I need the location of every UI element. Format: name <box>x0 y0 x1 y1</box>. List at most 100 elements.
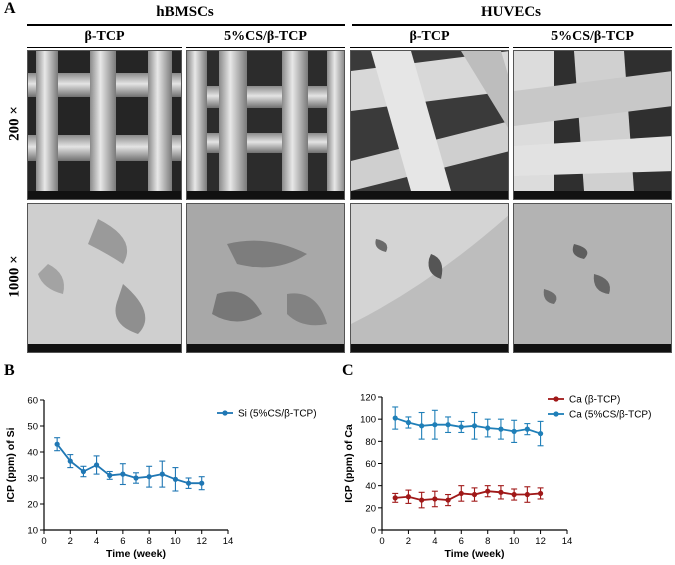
legend-swatch-marker <box>553 396 559 402</box>
y-tick-label: 50 <box>27 422 38 433</box>
y-axis-label: ICP (ppm) of Si <box>5 427 17 502</box>
data-point <box>485 425 491 431</box>
data-point <box>537 430 544 437</box>
data-point <box>445 422 451 428</box>
y-tick-label: 10 <box>27 526 38 537</box>
sem-image-hbmsc-tcp-200x <box>27 50 182 200</box>
y-tick-label: 30 <box>27 474 38 485</box>
x-axis-label: Time (week) <box>445 548 505 560</box>
data-point <box>511 428 517 434</box>
data-point <box>471 423 478 429</box>
legend-swatch-marker <box>222 410 228 416</box>
chart-ca-release: 0 2 4 6 8 10 12 14 0 20 40 60 80 100 120 Time (week) ICP… <box>343 393 651 561</box>
x-tick-label: 12 <box>535 536 546 547</box>
x-tick-label: 10 <box>170 536 181 547</box>
x-tick-label: 14 <box>223 536 234 547</box>
data-point <box>485 488 491 494</box>
data-point <box>93 462 100 468</box>
data-point <box>199 480 205 486</box>
data-point <box>405 419 412 426</box>
x-tick-label: 2 <box>406 536 411 547</box>
sem-image-hbmsc-cs-200x <box>186 50 345 200</box>
data-point <box>67 458 73 464</box>
legend-label: Ca (5%CS/β-TCP) <box>569 410 651 421</box>
x-tick-label: 10 <box>509 536 520 547</box>
data-point <box>146 474 152 480</box>
y-tick-label: 40 <box>27 448 38 459</box>
group-rule-huvecs <box>352 24 672 26</box>
panel-b-letter: B <box>4 362 15 379</box>
column-label: 5%CS/β-TCP <box>224 29 307 44</box>
y-tick-label: 100 <box>360 415 376 426</box>
x-tick-label: 6 <box>459 536 464 547</box>
data-point <box>445 497 451 503</box>
column-rule <box>350 47 509 48</box>
data-point <box>511 491 517 498</box>
x-tick-label: 0 <box>379 536 384 547</box>
data-point <box>432 496 438 502</box>
data-point <box>54 441 60 447</box>
data-point <box>107 472 113 478</box>
data-point <box>392 495 398 501</box>
data-point <box>80 468 87 475</box>
row-label-200x: 200 × <box>6 106 23 141</box>
data-point <box>498 489 504 495</box>
sem-image-huvec-cs-1000x <box>513 203 672 353</box>
data-point <box>133 475 139 481</box>
series-line <box>395 490 541 501</box>
column-rule <box>27 47 182 48</box>
chart-si-release: 0 2 4 6 8 10 12 14 10 20 30 40 50 60 Time (week) ICP (p… <box>5 396 317 561</box>
sem-image-huvec-cs-200x <box>513 50 672 200</box>
y-tick-label: 120 <box>360 393 376 404</box>
data-point <box>172 476 179 482</box>
sem-image-huvec-tcp-1000x <box>350 203 509 353</box>
data-point <box>471 491 478 498</box>
y-tick-label: 40 <box>365 481 376 492</box>
x-axis-label: Time (week) <box>106 548 166 560</box>
row-label-1000x: 1000 × <box>6 255 23 298</box>
data-point <box>524 491 530 498</box>
data-point <box>419 497 425 503</box>
x-tick-label: 4 <box>94 536 99 547</box>
y-tick-label: 0 <box>371 526 376 537</box>
data-point <box>120 471 126 477</box>
column-label: 5%CS/β-TCP <box>551 29 634 44</box>
panel-a-letter: A <box>4 0 16 17</box>
x-tick-label: 14 <box>562 536 573 547</box>
legend-swatch-marker <box>553 411 559 417</box>
column-rule <box>186 47 345 48</box>
x-tick-label: 6 <box>120 536 125 547</box>
x-tick-label: 2 <box>68 536 73 547</box>
series-line <box>56 443 202 485</box>
data-point <box>419 423 425 429</box>
data-point <box>405 494 412 500</box>
y-tick-label: 80 <box>365 437 376 448</box>
series-line <box>394 417 541 435</box>
panel-c-letter: C <box>342 362 354 379</box>
column-rule <box>513 47 672 48</box>
y-tick-label: 60 <box>27 396 38 407</box>
x-tick-label: 12 <box>196 536 207 547</box>
data-point <box>458 424 464 430</box>
x-tick-label: 0 <box>41 536 46 547</box>
data-point <box>432 422 438 428</box>
sem-image-hbmsc-cs-1000x <box>186 203 345 353</box>
data-point <box>392 415 398 421</box>
sem-image-hbmsc-tcp-1000x <box>27 203 182 353</box>
data-point <box>185 480 192 486</box>
x-tick-label: 4 <box>432 536 437 547</box>
data-point <box>524 426 530 432</box>
group-rule-hbmscs <box>27 24 345 26</box>
legend-label: Si (5%CS/β-TCP) <box>238 409 317 420</box>
sem-image-huvec-tcp-200x <box>350 50 509 200</box>
y-tick-label: 20 <box>365 503 376 514</box>
y-axis-label: ICP (ppm) of Ca <box>343 424 355 503</box>
legend-label: Ca (β-TCP) <box>569 395 620 406</box>
group-label-hbmscs: hBMSCs <box>156 4 214 20</box>
column-label: β-TCP <box>84 29 125 44</box>
x-tick-label: 8 <box>485 536 490 547</box>
data-point <box>537 490 544 497</box>
x-tick-label: 8 <box>146 536 151 547</box>
column-label: β-TCP <box>409 29 450 44</box>
y-tick-label: 20 <box>27 500 38 511</box>
